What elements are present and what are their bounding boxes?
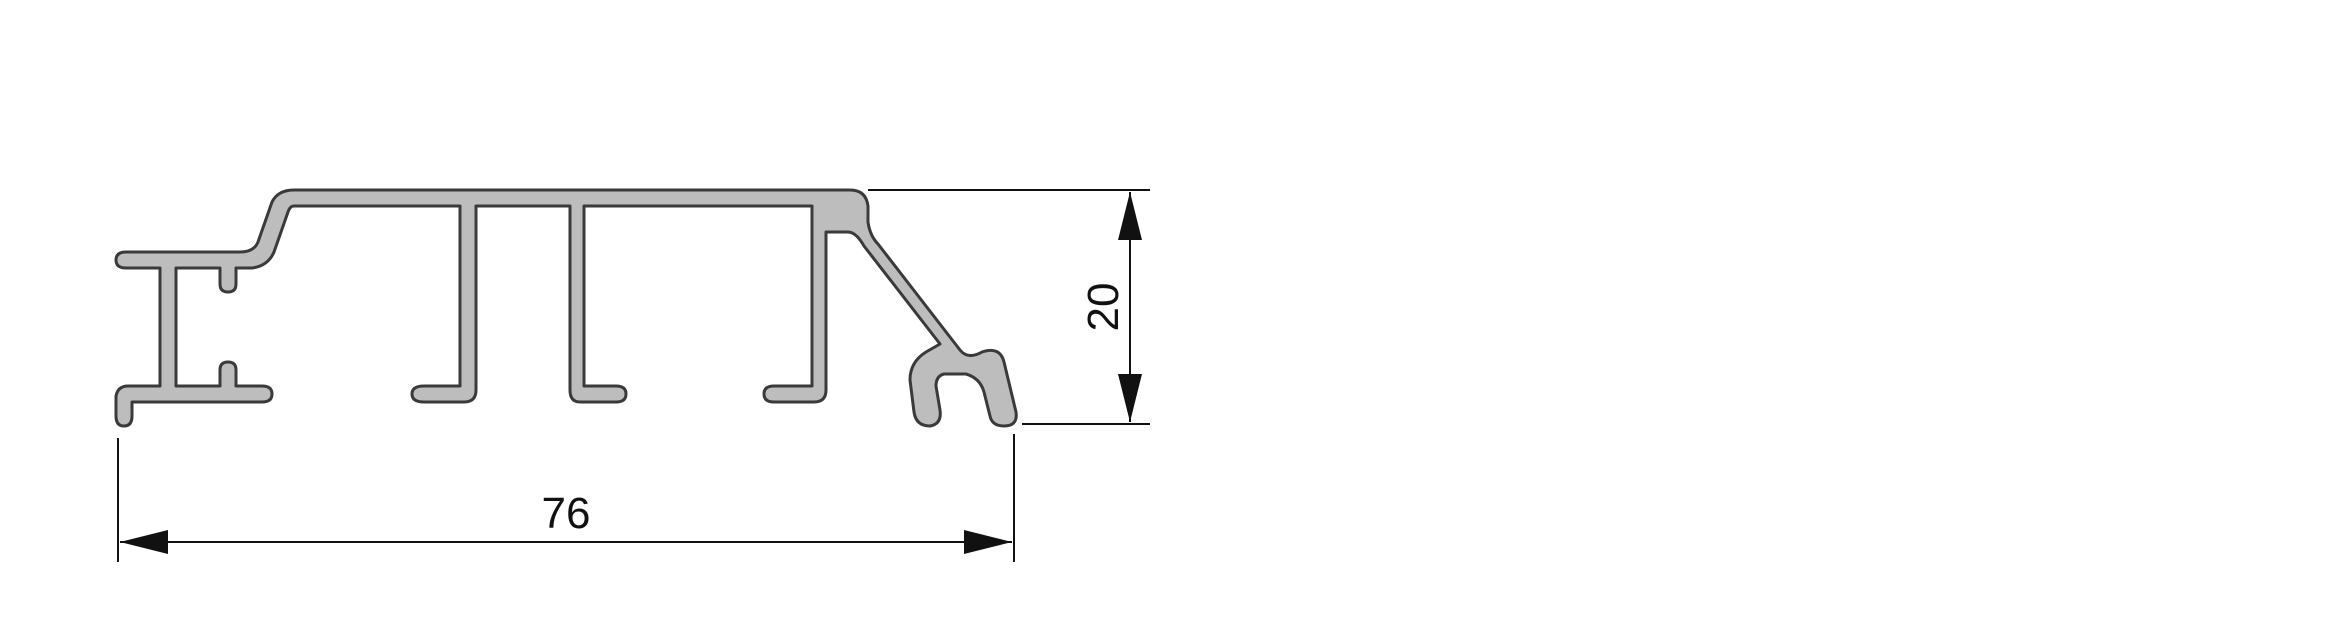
profile-cross-section [114,188,1018,428]
width-dimension: 76 [117,434,1015,562]
width-dimension-label: 76 [542,489,591,538]
height-dimension-label: 20 [1079,283,1128,332]
height-dimension: 20 [868,189,1150,425]
profile-body [114,188,1018,428]
